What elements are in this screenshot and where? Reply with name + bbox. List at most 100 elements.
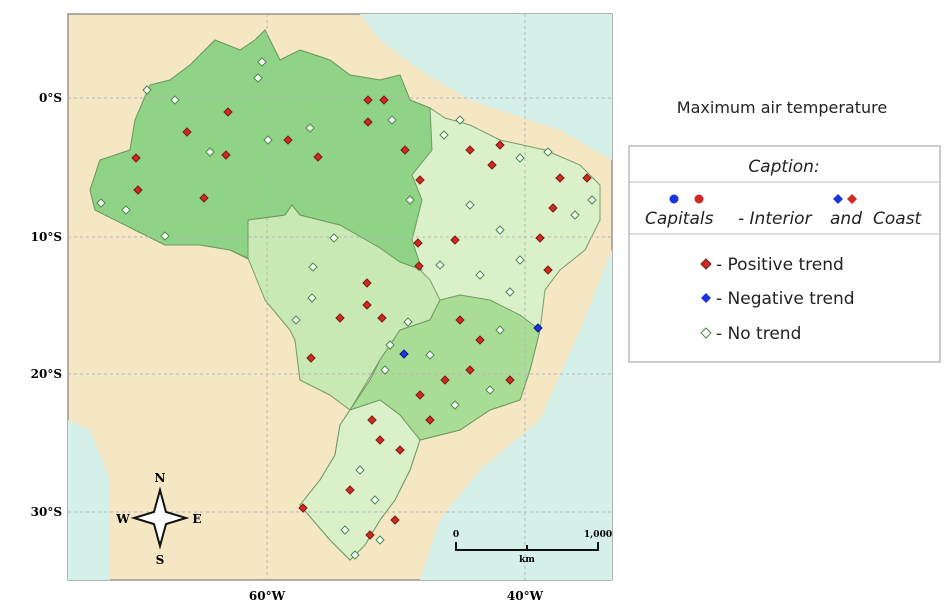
station-marker: [96, 198, 106, 208]
compass-star: [130, 486, 190, 550]
station-marker: [533, 323, 543, 333]
station-marker: [365, 530, 375, 540]
compass-w: W: [115, 512, 130, 526]
station-marker: [329, 233, 339, 243]
station-marker: [363, 117, 373, 127]
station-marker: [375, 535, 385, 545]
south: [299, 399, 421, 561]
station-marker: [405, 195, 415, 205]
station-marker: [543, 265, 553, 275]
legend-item: - Negative trend: [716, 289, 855, 309]
station-marker: [475, 335, 485, 345]
station-marker: [465, 200, 475, 210]
station-marker: [465, 145, 475, 155]
scale-unit: km: [519, 555, 535, 565]
station-marker: [375, 435, 385, 445]
interior: - Interior: [738, 209, 813, 229]
station-marker: [307, 293, 317, 303]
interior-negative-dot: [833, 194, 843, 204]
station-marker: [450, 235, 460, 245]
lat-label: 0°S: [39, 91, 62, 105]
station-marker: [390, 515, 400, 525]
station-marker: [400, 145, 410, 155]
station-marker: [555, 173, 565, 183]
station-marker: [283, 135, 293, 145]
lat-label: 30°S: [31, 505, 62, 519]
station-marker: [413, 238, 423, 248]
compass-e: E: [192, 512, 201, 526]
station-marker: [414, 261, 424, 271]
lon-label: 60°W: [249, 589, 286, 603]
station-marker: [495, 325, 505, 335]
station-marker: [379, 95, 389, 105]
station-marker: [403, 317, 413, 327]
station-marker: [362, 278, 372, 288]
station-marker: [465, 365, 475, 375]
station-marker: [543, 147, 553, 157]
scale-line: [455, 542, 599, 551]
station-marker: [377, 313, 387, 323]
station-marker: [335, 313, 345, 323]
station-marker: [515, 255, 525, 265]
legend-marker: [701, 293, 711, 303]
station-marker: [355, 465, 365, 475]
caption: Caption:: [748, 157, 819, 177]
station-marker: [306, 353, 316, 363]
station-marker: [587, 195, 597, 205]
station-marker: [425, 415, 435, 425]
station-marker: [362, 300, 372, 310]
station-marker: [505, 375, 515, 385]
station-marker: [350, 550, 360, 560]
station-marker: [340, 525, 350, 535]
scale-start: 0: [453, 530, 459, 540]
lat-label: 10°S: [31, 230, 62, 244]
station-marker: [570, 210, 580, 220]
station-marker: [221, 150, 231, 160]
station-marker: [345, 485, 355, 495]
station-marker: [415, 175, 425, 185]
station-marker: [305, 123, 315, 133]
station-marker: [399, 349, 409, 359]
station-marker: [313, 152, 323, 162]
compass-n: N: [155, 471, 166, 485]
station-marker: [205, 147, 215, 157]
station-marker: [121, 205, 131, 215]
map: 0°S 10°S 20°S 30°S 60°W 40°W N S W E 0 k…: [31, 13, 613, 603]
station-marker: [455, 115, 465, 125]
station-marker: [170, 95, 180, 105]
station-marker: [535, 233, 545, 243]
station-marker: [485, 385, 495, 395]
and: and: [830, 209, 862, 229]
station-marker: [131, 153, 141, 163]
station-marker: [199, 193, 209, 203]
station-marker: [548, 203, 558, 213]
scale-bar: 0 km 1,000: [453, 530, 612, 565]
station-marker: [363, 95, 373, 105]
station-marker: [160, 231, 170, 241]
scale-end: 1,000: [584, 530, 612, 540]
station-marker: [387, 115, 397, 125]
capital-negative-dot: [669, 194, 679, 204]
station-marker: [182, 127, 192, 137]
station-marker: [455, 315, 465, 325]
station-marker: [257, 57, 267, 67]
station-marker: [385, 340, 395, 350]
capital-positive-dot: [694, 194, 704, 204]
station-marker: [495, 225, 505, 235]
station-marker: [440, 375, 450, 385]
compass-s: S: [156, 553, 165, 567]
legend-marker: [700, 327, 712, 339]
coast: Coast: [873, 209, 923, 229]
station-marker: [439, 130, 449, 140]
legend-item: - Positive trend: [716, 255, 844, 275]
station-marker: [380, 365, 390, 375]
station-marker: [582, 173, 592, 183]
station-marker: [142, 85, 152, 95]
lat-label: 20°S: [31, 367, 62, 381]
station-marker: [450, 400, 460, 410]
legend: Maximum air temperature Caption: Capital…: [628, 98, 941, 363]
station-marker: [395, 445, 405, 455]
station-marker: [515, 153, 525, 163]
ocean: [360, 14, 612, 580]
station-marker: [475, 270, 485, 280]
